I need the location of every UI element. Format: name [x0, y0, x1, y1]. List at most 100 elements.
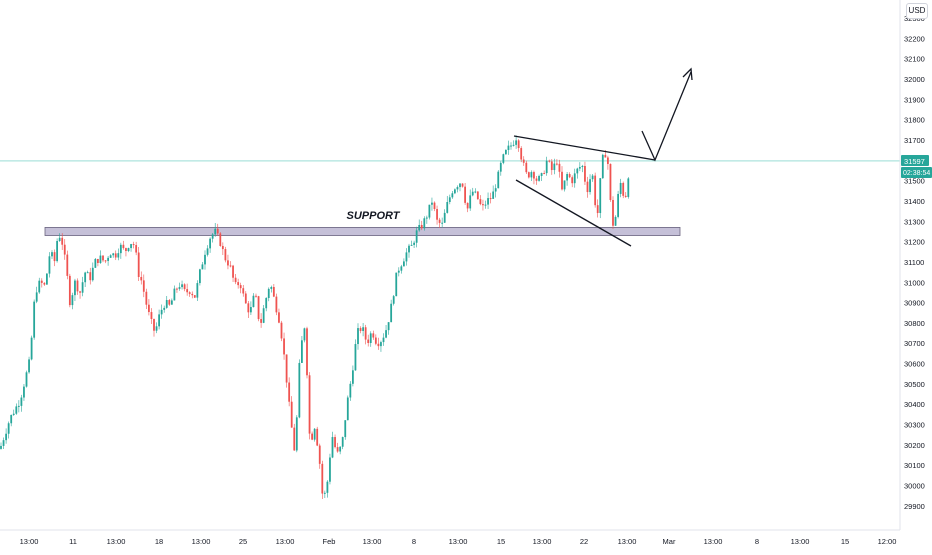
support-zone	[44, 227, 681, 236]
candle-body	[403, 261, 405, 267]
candle-body	[301, 340, 303, 363]
candle-body	[484, 204, 487, 206]
candle-body	[397, 270, 400, 273]
candle-body	[221, 245, 224, 250]
candle-body	[283, 338, 285, 355]
y-tick-label: 30800	[904, 319, 925, 328]
candle-body	[140, 276, 143, 281]
candle-body	[257, 296, 260, 320]
x-tick-label: 13:00	[704, 537, 723, 546]
arrow-head	[682, 67, 693, 81]
candle-body	[443, 212, 446, 223]
candle-body	[142, 280, 145, 292]
candle-body	[522, 159, 525, 163]
candle-body	[321, 463, 324, 494]
candle-body	[428, 204, 431, 218]
candle-body	[201, 264, 204, 270]
candle-body	[563, 180, 566, 190]
candle-body	[601, 154, 604, 179]
candle-body	[25, 372, 28, 387]
candle-body	[354, 344, 357, 371]
x-tick-label: 15	[497, 537, 505, 546]
candle-body	[267, 288, 270, 299]
candle-body	[28, 359, 30, 373]
candle-body	[219, 233, 222, 246]
candle-body	[326, 481, 329, 493]
candle-body	[173, 288, 176, 301]
candle-body	[624, 195, 627, 197]
candle-body	[285, 354, 288, 383]
candle-body	[576, 168, 579, 174]
support-label: SUPPORT	[347, 210, 401, 222]
x-tick-label: 12:00	[878, 537, 897, 546]
candle-body	[112, 253, 115, 256]
candle-body	[441, 222, 444, 224]
candle-body	[586, 181, 589, 193]
candle-body	[232, 265, 234, 278]
candle-body	[520, 148, 523, 160]
candle-body	[125, 248, 127, 252]
candle-body	[405, 252, 408, 262]
candle-body	[40, 280, 43, 283]
candle-body	[244, 293, 247, 304]
candle-body	[385, 330, 387, 338]
x-tick-label: 22	[580, 537, 588, 546]
candle-body	[196, 283, 199, 298]
candle-body	[15, 406, 18, 414]
y-tick-label: 31400	[904, 197, 925, 206]
wedge-lower-line	[515, 179, 632, 247]
candle-body	[515, 140, 517, 145]
currency-label[interactable]: USD	[906, 3, 928, 19]
candle-body	[306, 328, 308, 376]
candle-body	[446, 202, 449, 213]
candle-body	[109, 255, 112, 258]
candle-body	[525, 162, 528, 173]
candle-body	[466, 202, 469, 209]
candle-body	[392, 296, 395, 304]
candle-body	[68, 275, 71, 306]
candle-body	[298, 362, 301, 418]
candle-body	[216, 228, 219, 234]
x-tick-label: 13:00	[363, 537, 382, 546]
candle-body	[331, 437, 334, 458]
y-tick-label: 30900	[904, 299, 925, 308]
candle-body	[627, 178, 630, 197]
candle-body	[507, 145, 510, 150]
y-tick-label: 30700	[904, 339, 925, 348]
candle-body	[265, 298, 268, 309]
candle-body	[558, 163, 561, 172]
candle-body	[359, 328, 362, 331]
candle-body	[492, 191, 495, 199]
candle-body	[390, 303, 393, 323]
candle-body	[275, 296, 278, 313]
candle-body	[170, 300, 173, 305]
y-tick-label: 30400	[904, 400, 925, 409]
candle-body	[578, 166, 581, 169]
candle-body	[46, 273, 48, 285]
candle-body	[237, 282, 240, 286]
last-price-tag	[901, 154, 929, 166]
candle-body	[188, 292, 191, 294]
candle-body	[272, 286, 275, 297]
candle-body	[7, 423, 10, 434]
candle-body	[527, 172, 530, 178]
y-tick-label: 32200	[904, 34, 925, 43]
candle-body	[573, 173, 576, 184]
y-tick-label: 31800	[904, 116, 925, 125]
candle-body	[622, 182, 625, 196]
candle-body	[596, 205, 599, 214]
candle-body	[487, 198, 489, 205]
candle-body	[459, 183, 461, 188]
x-tick-label: 13:00	[20, 537, 39, 546]
candle-body	[510, 145, 512, 147]
candle-body	[410, 244, 413, 246]
candle-body	[227, 260, 229, 266]
candle-body	[556, 163, 558, 165]
candle-body	[35, 292, 38, 302]
candle-body	[168, 300, 171, 305]
candle-body	[76, 280, 79, 292]
candle-body	[380, 342, 382, 347]
candle-body	[23, 386, 25, 398]
